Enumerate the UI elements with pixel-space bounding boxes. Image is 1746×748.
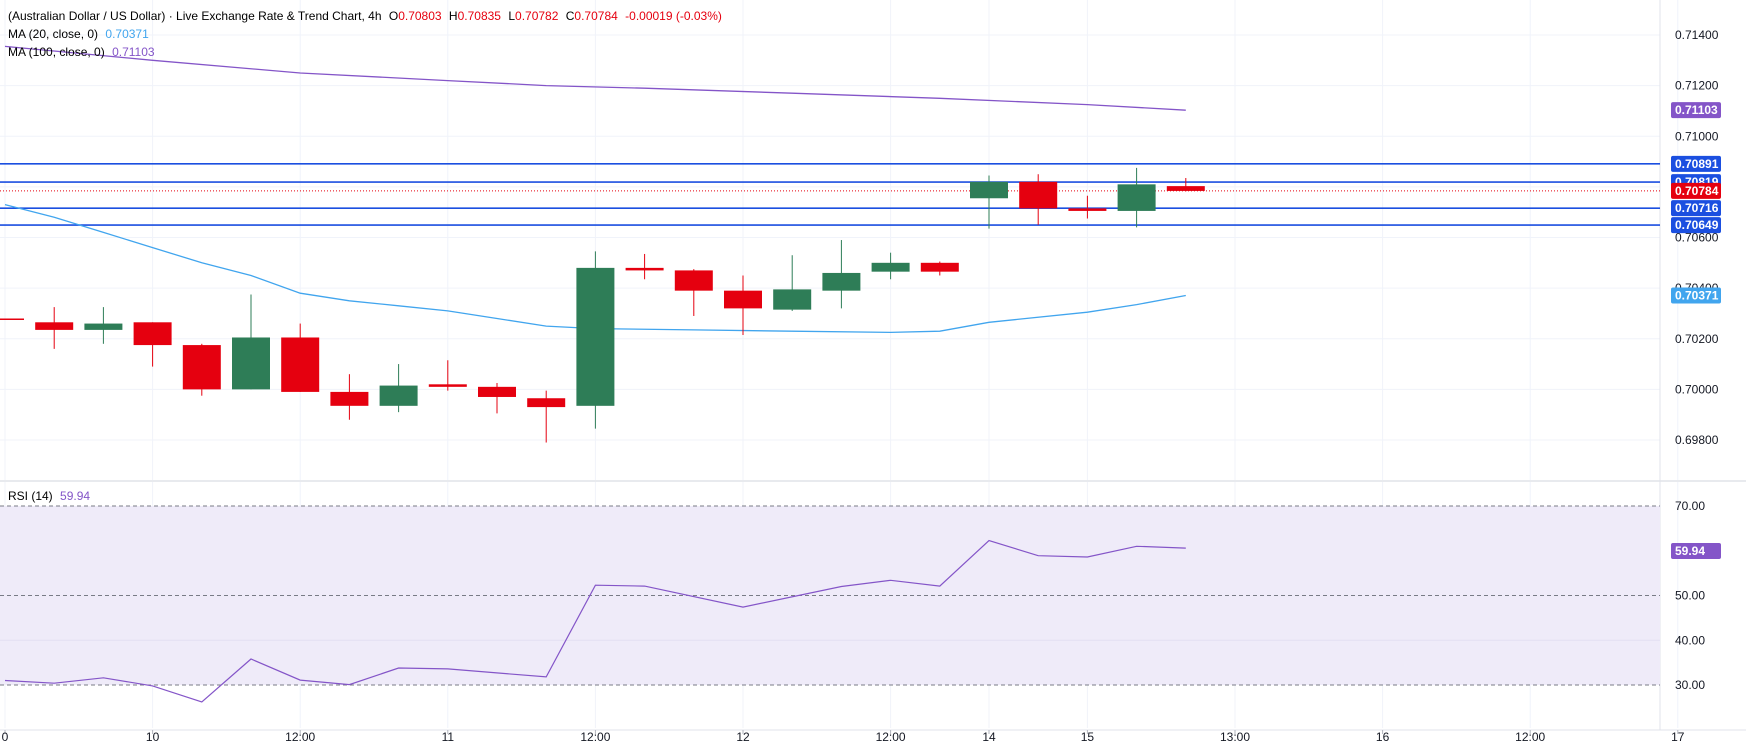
candle-down [281,337,320,392]
candle-up [970,181,1008,199]
change-value: -0.00019 (-0.03%) [625,9,722,23]
rsi-tick-label: 70.00 [1675,499,1705,513]
time-tick-label: 0 [2,730,9,744]
level-price-badge: 0.70891 [1675,157,1719,171]
time-tick-label: 15 [1081,730,1095,744]
time-tick-label: 13:00 [1220,730,1250,744]
candle-down [527,398,566,408]
low-label: L [508,9,516,23]
price-tick-label: 0.71200 [1675,79,1719,93]
ma20-legend-value: 0.70371 [105,27,149,41]
close-value: 0.70784 [574,9,618,23]
low-value: 0.70782 [515,9,559,23]
candle-down [133,322,172,346]
candle-down [182,345,221,390]
candle-down [920,262,959,272]
rsi-tick-label: 30.00 [1675,678,1705,692]
candle-down [35,322,74,330]
time-tick-label: 14 [982,730,996,744]
ma100-price-badge: 0.71103 [1675,103,1718,117]
candle-down [0,318,24,320]
ma100-legend-label: MA (100, close, 0) [8,45,105,59]
high-value: 0.70835 [457,9,501,23]
ma100-price-badge-bg [1671,102,1721,119]
time-tick-label: 12:00 [1515,730,1545,744]
candle-down [625,267,664,271]
candle-down [478,386,516,397]
candle-down [1019,181,1058,209]
rsi-value-badge: 59.94 [1675,544,1705,558]
time-tick-label: 10 [146,730,160,744]
candle-up [822,272,861,291]
rsi-legend: RSI (14) 59.94 [8,488,94,504]
symbol-legend: (Australian Dollar / US Dollar) · Live E… [8,8,726,24]
ma20-price-badge: 0.70371 [1675,288,1719,302]
ma100-legend: MA (100, close, 0) 0.71103 [8,44,159,60]
current-price-badge-bg [1671,182,1721,199]
open-label: O [388,9,399,23]
level-price-badge-bg [1671,155,1721,172]
price-tick-label: 0.70000 [1675,382,1719,396]
price-tick-label: 0.70600 [1675,231,1719,245]
candle-down [674,270,713,291]
candle-down [724,290,762,309]
ma100-line [4,45,1186,111]
candle-up [379,385,418,406]
open-value: 0.70803 [398,9,442,23]
level-price-badge: 0.70716 [1675,201,1719,215]
candle-up [232,337,270,390]
price-tick-label: 0.69800 [1675,433,1719,447]
price-tick-label: 0.70200 [1675,332,1719,346]
price-tick-label: 0.71400 [1675,28,1719,42]
rsi-tick-label: 50.00 [1675,589,1705,603]
rsi-line [4,539,1186,703]
candle-down [1166,186,1205,191]
candle-up [871,262,910,272]
time-tick-label: 12 [736,730,750,744]
time-tick-label: 12:00 [580,730,610,744]
ma20-price-badge-bg [1671,287,1721,304]
level-price-badge-bg [1671,200,1721,217]
time-tick-label: 16 [1376,730,1390,744]
rsi-legend-value: 59.94 [60,489,91,503]
candle-down [1068,208,1107,211]
candle-up [773,289,812,310]
candle-up [1117,184,1156,211]
price-tick-label: 0.71000 [1675,129,1719,143]
ma20-legend: MA (20, close, 0) 0.70371 [8,26,153,42]
candle-down [428,384,467,387]
time-tick-label: 11 [442,730,455,744]
high-label: H [448,9,458,23]
time-tick-label: 12:00 [285,730,315,744]
ma100-legend-value: 0.71103 [112,45,155,59]
ma20-line [4,203,1186,334]
candle-down [330,391,369,406]
close-label: C [565,9,575,23]
time-tick-label: 12:00 [876,730,906,744]
ma20-legend-label: MA (20, close, 0) [8,27,99,41]
symbol-title: (Australian Dollar / US Dollar) · Live E… [8,9,382,23]
time-tick-label: 17 [1671,730,1685,744]
candle-up [84,323,123,330]
level-price-badge: 0.70649 [1675,218,1719,232]
rsi-legend-label: RSI (14) [8,489,53,503]
level-price-badge-bg [1671,217,1721,234]
rsi-value-badge-bg [1671,543,1721,560]
current-price-badge: 0.70784 [1675,184,1719,198]
rsi-tick-label: 40.00 [1675,633,1705,647]
candle-up [576,267,615,406]
